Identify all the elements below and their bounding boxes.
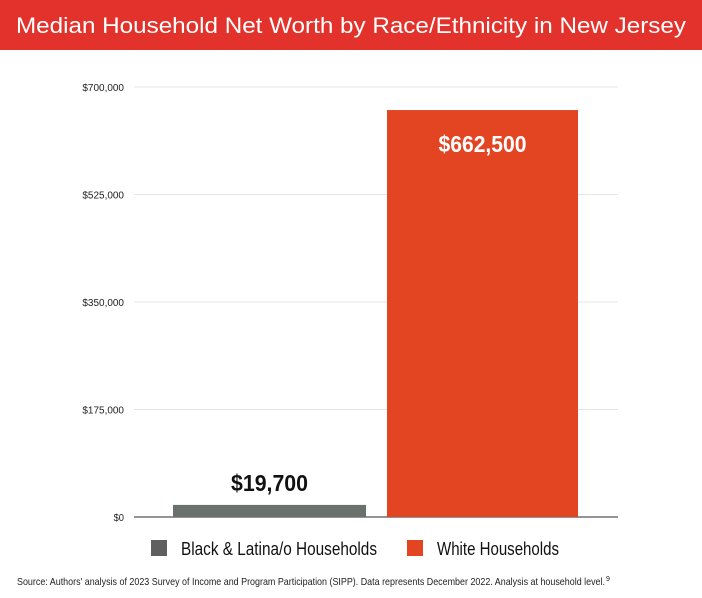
y-tick-label: $0 [114, 513, 125, 524]
source-text: Source: Authors' analysis of 2023 Survey… [17, 576, 605, 588]
bar [387, 110, 578, 518]
y-tick-label: $350,000 [82, 298, 124, 309]
bar [173, 504, 366, 517]
legend-label: Black & Latina/o Households [181, 539, 377, 559]
y-tick-label: $525,000 [82, 191, 124, 202]
chart-title: Median Household Net Worth by Race/Ethni… [16, 13, 686, 38]
legend-swatch [151, 540, 167, 556]
legend-label: White Households [437, 539, 559, 559]
data-label: $662,500 [439, 131, 527, 157]
y-tick-label: $700,000 [82, 83, 124, 94]
title-bar [0, 0, 702, 50]
legend-swatch [407, 540, 423, 556]
data-label: $19,700 [231, 470, 308, 496]
source-footnote: 9 [606, 576, 610, 583]
y-tick-label: $175,000 [82, 406, 124, 417]
source-note: Source: Authors' analysis of 2023 Survey… [17, 576, 610, 588]
